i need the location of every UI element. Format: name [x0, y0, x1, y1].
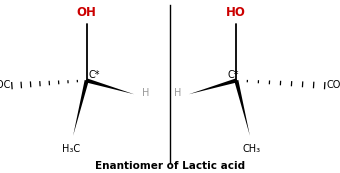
Text: H: H [142, 88, 149, 98]
Text: HO: HO [226, 6, 246, 19]
Text: COOH: COOH [326, 80, 340, 90]
Polygon shape [189, 78, 237, 94]
Polygon shape [234, 80, 250, 136]
Text: C*: C* [228, 70, 239, 80]
Text: HOOC: HOOC [0, 80, 10, 90]
Text: CH₃: CH₃ [242, 144, 261, 154]
Text: H₃C: H₃C [62, 144, 81, 154]
Polygon shape [73, 80, 89, 136]
Text: Enantiomer of Lactic acid: Enantiomer of Lactic acid [95, 161, 245, 171]
Text: OH: OH [77, 6, 97, 19]
Text: H: H [174, 88, 181, 98]
Polygon shape [86, 78, 134, 94]
Text: C*: C* [88, 70, 100, 80]
